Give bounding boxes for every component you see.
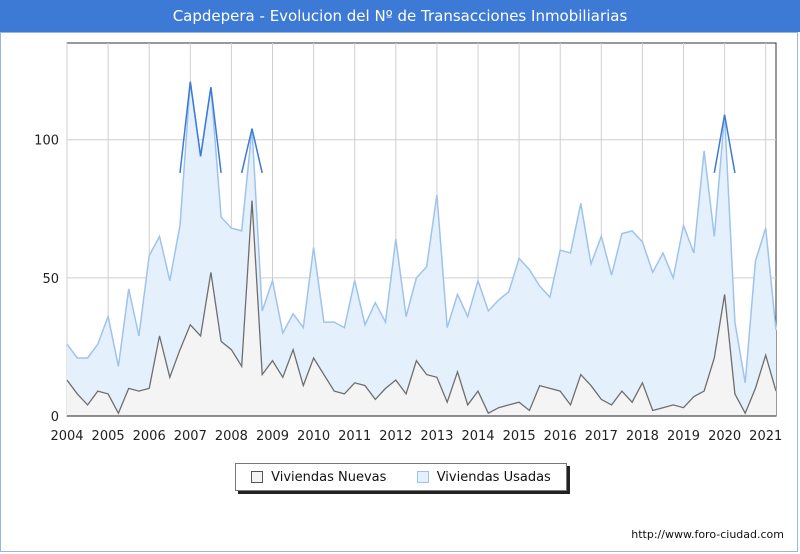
peak-highlight-usadas: [199, 87, 222, 173]
x-tick-label: 2010: [297, 429, 330, 444]
legend-swatch-nuevas: [251, 471, 264, 483]
x-tick-label: 2013: [420, 429, 453, 444]
axis-ticks: 2004 2005 2006 2007 2008 2009 2010 2011 2012 2013…: [34, 134, 782, 444]
x-tick-label: 2020: [708, 429, 741, 444]
y-tick-label: 0: [51, 410, 59, 425]
area-viviendas-nuevas: [67, 200, 776, 416]
x-tick-label: 2016: [544, 429, 577, 444]
y-tick-label: 100: [34, 134, 59, 149]
x-tick-label: 2011: [338, 429, 371, 444]
peak-highlight-usadas: [240, 128, 263, 174]
y-tick-label: 50: [42, 272, 59, 287]
x-tick-label: 2004: [50, 429, 83, 444]
x-tick-label: 2014: [461, 429, 494, 444]
chart-frame: [0, 32, 798, 552]
legend: Viviendas Nuevas Viviendas Usadas: [235, 463, 567, 491]
x-tick-label: 2018: [626, 429, 659, 444]
data-areas: [66, 81, 777, 416]
x-tick-label: 2021: [749, 429, 782, 444]
peak-highlight-usadas: [713, 114, 736, 174]
x-tick-label: 2017: [585, 429, 618, 444]
x-tick-label: 2019: [667, 429, 700, 444]
legend-label-nuevas: Viviendas Nuevas: [271, 469, 387, 485]
x-tick-label: 2007: [174, 429, 207, 444]
line-viviendas-nuevas: [66, 200, 777, 415]
chart-title: Capdepera - Evolucion del Nº de Transacc…: [0, 0, 800, 32]
peak-highlight-usadas: [179, 81, 202, 173]
legend-swatch-usadas: [416, 471, 429, 483]
x-tick-label: 2012: [379, 429, 412, 444]
source-credit[interactable]: http://www.foro-ciudad.com: [631, 528, 784, 541]
legend-item-nuevas: Viviendas Nuevas: [251, 470, 386, 485]
x-tick-label: 2009: [256, 429, 289, 444]
x-tick-label: 2006: [133, 429, 166, 444]
x-tick-label: 2008: [215, 429, 248, 444]
legend-label-usadas: Viviendas Usadas: [436, 469, 551, 485]
x-tick-label: 2015: [503, 429, 536, 444]
x-tick-label: 2005: [92, 429, 125, 444]
line-viviendas-usadas: [66, 81, 777, 383]
legend-item-usadas: Viviendas Usadas: [416, 469, 551, 485]
